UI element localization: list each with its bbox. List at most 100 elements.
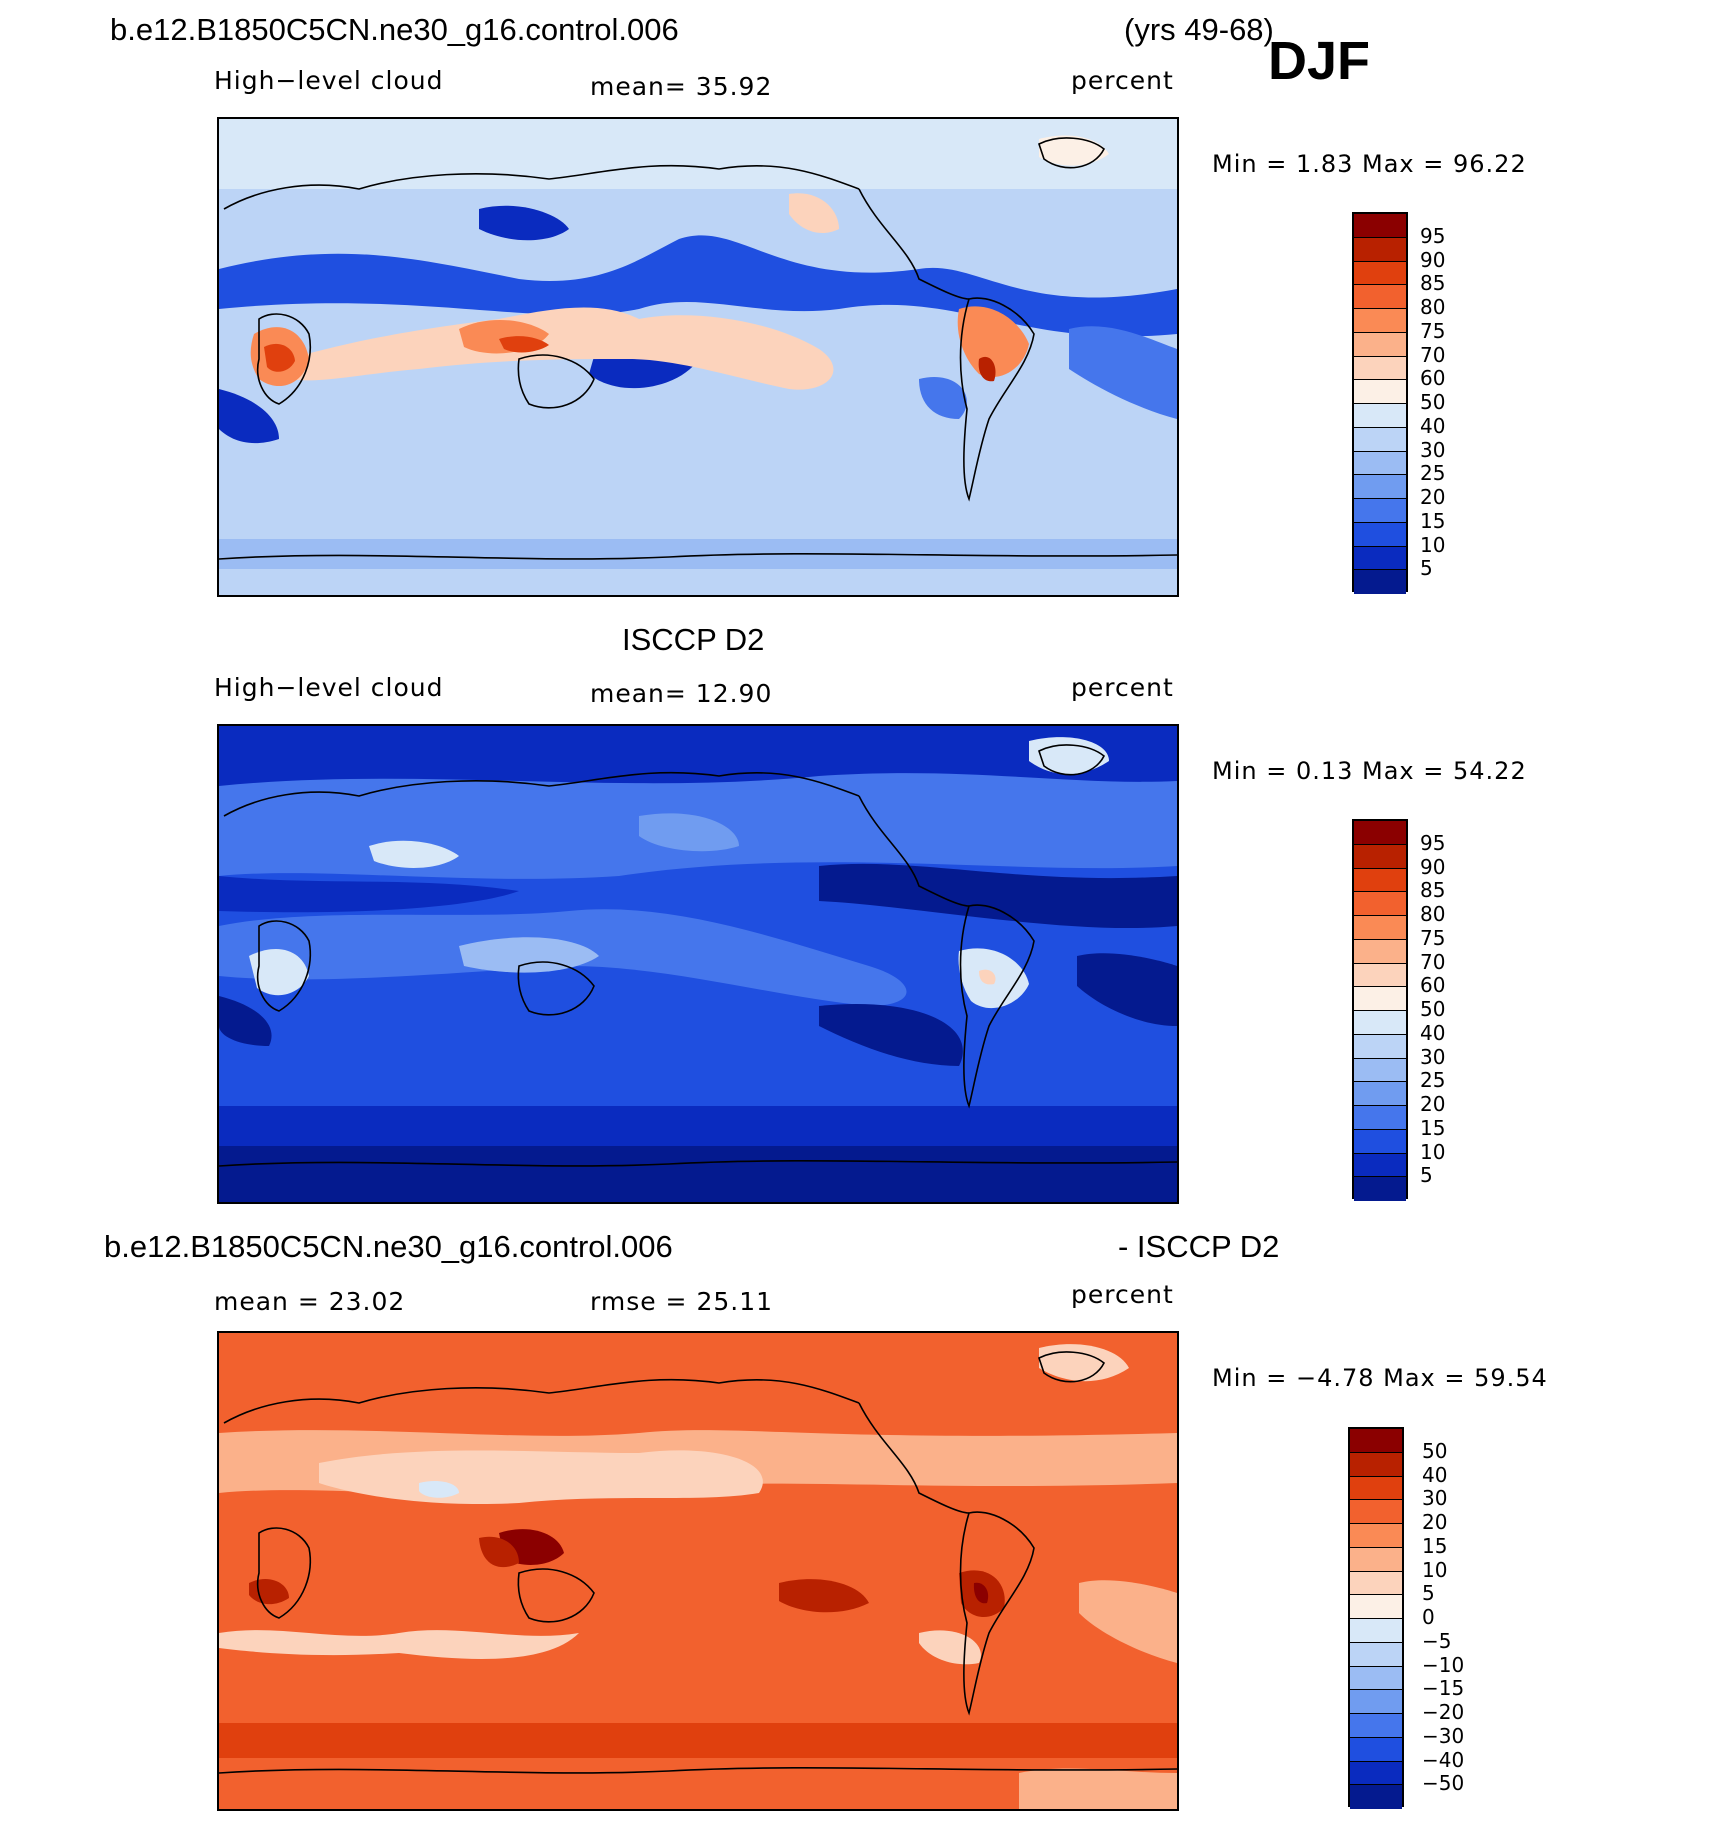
colorbar-swatch [1354, 1011, 1406, 1035]
panel1-units-label: percent [1071, 66, 1174, 95]
colorbar-tick-label: 70 [1420, 342, 1446, 367]
colorbar-swatch [1354, 475, 1406, 499]
colorbar-swatch [1350, 1429, 1402, 1453]
colorbar-tick-label: 80 [1420, 902, 1446, 926]
colorbar-tick-label: 85 [1420, 271, 1446, 296]
colorbar-tick-label: 75 [1420, 318, 1446, 343]
colorbar-swatch [1354, 570, 1406, 594]
colorbar-tick-label: 20 [1420, 1092, 1446, 1116]
colorbar-tick-label: 5 [1420, 1163, 1433, 1188]
colorbar-swatch [1354, 427, 1406, 452]
colorbar-swatch [1354, 522, 1406, 547]
colorbar-tick-label: 80 [1420, 295, 1446, 319]
colorbar-tick-label: 85 [1420, 878, 1446, 903]
colorbar-tick-label: 90 [1420, 247, 1446, 272]
colorbar-swatch [1354, 404, 1406, 428]
panel3-rmse-label: rmse = 25.11 [590, 1287, 774, 1316]
colorbar-tick-label: −10 [1422, 1652, 1465, 1677]
colorbar-swatch [1354, 844, 1406, 869]
colorbar-tick-label: −30 [1422, 1723, 1465, 1748]
panel1-map-svg [219, 119, 1177, 595]
colorbar-swatch [1350, 1595, 1402, 1619]
panel3-difference-map [217, 1331, 1179, 1811]
colorbar-swatch [1354, 261, 1406, 286]
colorbar-tick-label: 30 [1422, 1486, 1448, 1511]
colorbar-swatch [1354, 1129, 1406, 1154]
colorbar-tick-label: 40 [1420, 1020, 1446, 1045]
colorbar-tick-label: 40 [1422, 1462, 1448, 1487]
colorbar-swatch [1354, 1106, 1406, 1130]
years-label: (yrs 49-68) [1124, 12, 1274, 47]
colorbar-swatch [1350, 1642, 1402, 1667]
colorbar-swatch [1350, 1785, 1402, 1809]
colorbar-swatch [1350, 1737, 1402, 1762]
colorbar-tick-label: 20 [1420, 485, 1446, 509]
colorbar-tick-label: 25 [1420, 1068, 1446, 1093]
colorbar-tick-label: 10 [1422, 1557, 1448, 1582]
colorbar-tick-label: 90 [1420, 854, 1446, 879]
panel1-minmax-label: Min = 1.83 Max = 96.22 [1212, 150, 1527, 178]
panel3-minmax-label: Min = −4.78 Max = 59.54 [1212, 1364, 1548, 1392]
colorbar-tick-label: −50 [1422, 1771, 1465, 1796]
panel1-variable-label: High−level cloud [214, 66, 444, 95]
colorbar-swatch [1354, 868, 1406, 893]
panel1-mean-label: mean= 35.92 [590, 72, 773, 101]
colorbar-swatch [1354, 546, 1406, 571]
colorbar-swatch [1354, 821, 1406, 845]
panel3-title-left: b.e12.B1850C5CN.ne30_g16.control.006 [104, 1229, 673, 1264]
colorbar-swatch [1350, 1619, 1402, 1643]
colorbar-tick-label: 5 [1420, 556, 1433, 581]
colorbar-swatch [1354, 451, 1406, 476]
colorbar-tick-label: −40 [1422, 1747, 1465, 1772]
panel2-variable-label: High−level cloud [214, 673, 444, 702]
colorbar-tick-label: 0 [1422, 1605, 1435, 1629]
colorbar-tick-label: 60 [1420, 973, 1446, 998]
panel2-units-label: percent [1071, 673, 1174, 702]
panel3-mean-label: mean = 23.02 [214, 1287, 406, 1316]
colorbar-swatch [1354, 285, 1406, 309]
colorbar-swatch [1354, 987, 1406, 1011]
colorbar-swatch [1354, 380, 1406, 404]
colorbar-tick-label: 25 [1420, 461, 1446, 486]
colorbar-tick-label: 15 [1420, 1115, 1446, 1140]
colorbar-tick-label: 60 [1420, 366, 1446, 391]
colorbar-tick-label: 70 [1420, 949, 1446, 974]
panel2-colorbar [1352, 819, 1408, 1201]
colorbar-swatch [1354, 963, 1406, 988]
panel3-units-label: percent [1071, 1280, 1174, 1309]
colorbar-swatch [1350, 1452, 1402, 1477]
colorbar-swatch [1354, 499, 1406, 523]
colorbar-tick-label: −15 [1422, 1676, 1465, 1701]
colorbar-swatch [1354, 1082, 1406, 1106]
season-label: DJF [1268, 31, 1371, 91]
colorbar-swatch [1354, 356, 1406, 381]
colorbar-tick-label: 10 [1420, 532, 1446, 557]
colorbar-tick-label: 30 [1420, 437, 1446, 462]
colorbar-swatch [1354, 916, 1406, 940]
colorbar-swatch [1354, 1034, 1406, 1059]
colorbar-tick-label: 30 [1420, 1044, 1446, 1069]
colorbar-swatch [1350, 1476, 1402, 1501]
colorbar-swatch [1350, 1666, 1402, 1691]
colorbar-swatch [1350, 1714, 1402, 1738]
colorbar-tick-label: 10 [1420, 1139, 1446, 1164]
colorbar-tick-label: 15 [1420, 508, 1446, 533]
colorbar-tick-label: 95 [1420, 830, 1446, 855]
panel1-colorbar [1352, 212, 1408, 594]
colorbar-swatch [1350, 1500, 1402, 1524]
colorbar-tick-label: 20 [1422, 1510, 1448, 1534]
colorbar-tick-label: 5 [1422, 1581, 1435, 1606]
colorbar-tick-label: 50 [1420, 997, 1446, 1021]
colorbar-tick-label: 40 [1420, 413, 1446, 438]
colorbar-swatch [1354, 892, 1406, 916]
case-title: b.e12.B1850C5CN.ne30_g16.control.006 [110, 12, 679, 47]
colorbar-swatch [1354, 237, 1406, 262]
panel2-title: ISCCP D2 [622, 622, 765, 657]
panel3-colorbar [1348, 1427, 1404, 1809]
colorbar-tick-label: 95 [1420, 223, 1446, 248]
colorbar-tick-label: 15 [1422, 1533, 1448, 1558]
colorbar-swatch [1354, 1177, 1406, 1201]
colorbar-swatch [1354, 214, 1406, 238]
colorbar-swatch [1354, 309, 1406, 333]
panel3-map-svg [219, 1333, 1177, 1809]
